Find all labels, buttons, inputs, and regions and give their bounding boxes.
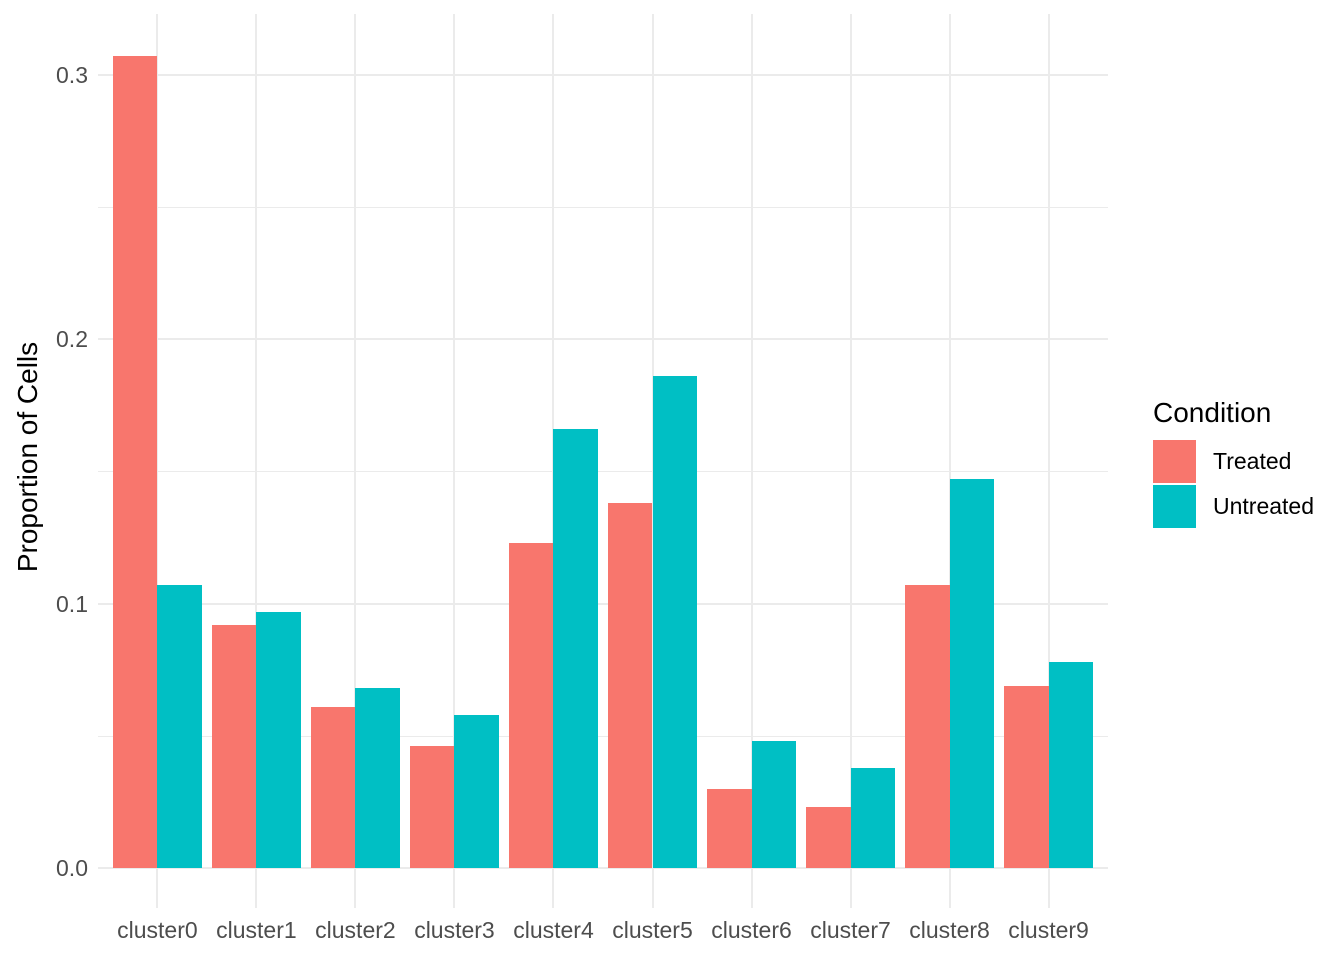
- vertical-gridline-cluster6: [750, 14, 753, 908]
- bar-untreated-cluster1: [256, 611, 301, 868]
- x-tick-label-cluster6: cluster6: [711, 917, 792, 943]
- y-tick-label-0.0: 0.0: [56, 855, 88, 881]
- legend-swatch-treated: [1153, 440, 1196, 483]
- legend-label-untreated: Untreated: [1213, 493, 1315, 519]
- vertical-gridline-cluster8: [948, 14, 951, 908]
- bar-untreated-cluster2: [355, 688, 400, 868]
- bar-untreated-cluster0: [157, 585, 202, 868]
- legend-swatch-untreated: [1153, 485, 1196, 528]
- vertical-gridline-cluster2: [354, 14, 357, 908]
- vertical-gridline-cluster1: [255, 14, 258, 908]
- bar-untreated-cluster4: [553, 429, 599, 868]
- vertical-gridline-cluster3: [453, 14, 456, 908]
- x-tick-label-cluster5: cluster5: [612, 917, 693, 943]
- legend: Condition Treated Untreated: [1153, 396, 1314, 530]
- plot-panel: [98, 14, 1108, 908]
- bar-treated-cluster1: [211, 624, 257, 868]
- bar-untreated-cluster9: [1048, 661, 1094, 868]
- x-tick-label-cluster1: cluster1: [216, 917, 297, 943]
- bar-treated-cluster0: [112, 56, 158, 868]
- bar-untreated-cluster7: [850, 767, 896, 868]
- bar-treated-cluster4: [508, 542, 554, 868]
- legend-item-untreated: Untreated: [1153, 485, 1314, 528]
- horizontal-major-gridline-0: [98, 867, 1108, 869]
- bar-treated-cluster2: [310, 706, 356, 868]
- bar-untreated-cluster5: [652, 376, 698, 868]
- bar-untreated-cluster8: [949, 479, 995, 868]
- horizontal-minor-gridline-0.05: [98, 735, 1108, 737]
- legend-items: Treated Untreated: [1153, 440, 1314, 528]
- y-tick-label-0.3: 0.3: [56, 61, 88, 88]
- y-axis-title: Proportion of Cells: [12, 341, 43, 573]
- legend-item-treated: Treated: [1153, 440, 1314, 483]
- bar-untreated-cluster3: [454, 714, 500, 868]
- bar-treated-cluster5: [607, 503, 653, 868]
- vertical-gridline-cluster9: [1047, 14, 1050, 908]
- x-tick-label-cluster9: cluster9: [1008, 917, 1089, 943]
- bar-untreated-cluster6: [751, 741, 797, 868]
- horizontal-minor-gridline-0.25: [98, 207, 1108, 208]
- vertical-gridline-cluster0: [156, 14, 159, 908]
- y-tick-label-0.1: 0.1: [56, 590, 88, 617]
- x-tick-label-cluster8: cluster8: [909, 917, 990, 943]
- vertical-gridline-cluster7: [849, 14, 852, 908]
- horizontal-major-gridline-0.1: [98, 602, 1108, 605]
- legend-label-treated: Treated: [1213, 448, 1292, 474]
- x-tick-label-cluster3: cluster3: [414, 917, 495, 943]
- x-tick-label-cluster0: cluster0: [117, 917, 198, 943]
- horizontal-minor-gridline-0.15: [98, 471, 1108, 473]
- bar-treated-cluster9: [1004, 685, 1049, 868]
- bar-treated-cluster6: [706, 788, 752, 868]
- legend-title: Condition: [1153, 397, 1272, 428]
- bar-treated-cluster8: [905, 585, 950, 868]
- horizontal-major-gridline-0.3: [98, 73, 1108, 76]
- bar-treated-cluster7: [805, 807, 851, 868]
- x-tick-label-cluster2: cluster2: [315, 917, 396, 943]
- bar-treated-cluster3: [409, 746, 455, 868]
- horizontal-major-gridline-0.2: [98, 338, 1108, 341]
- y-tick-label-0.2: 0.2: [56, 326, 88, 353]
- x-tick-label-cluster7: cluster7: [810, 917, 891, 943]
- x-tick-label-cluster4: cluster4: [513, 917, 594, 943]
